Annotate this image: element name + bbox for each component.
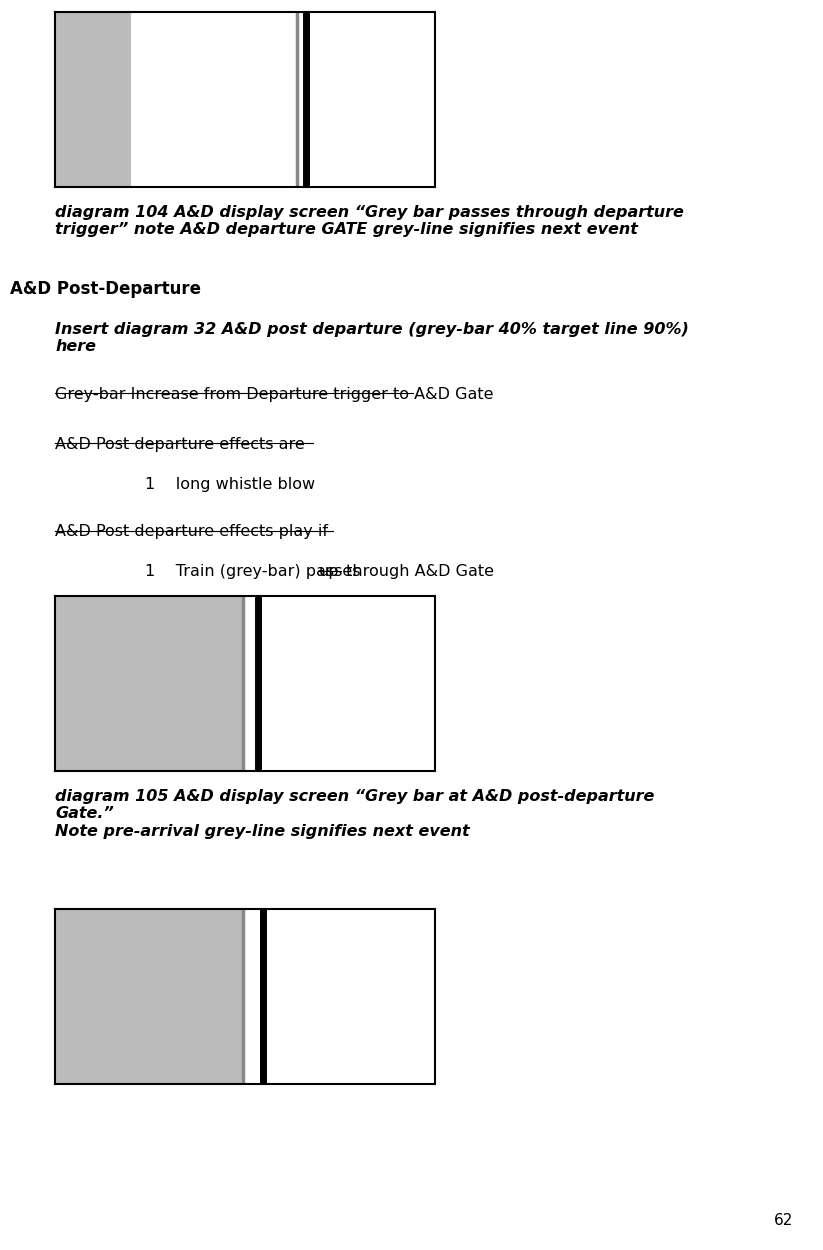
Text: up: up <box>319 564 339 579</box>
Text: through A&D Gate: through A&D Gate <box>341 564 494 579</box>
Text: diagram 105 A&D display screen “Grey bar at A&D post-departure
Gate.”
Note pre-a: diagram 105 A&D display screen “Grey bar… <box>55 789 654 839</box>
Text: A&D Post departure effects play if: A&D Post departure effects play if <box>55 524 328 539</box>
Text: Insert diagram 32 A&D post departure (grey-bar 40% target line 90%)
here: Insert diagram 32 A&D post departure (gr… <box>55 322 689 355</box>
Text: 1    long whistle blow: 1 long whistle blow <box>145 478 315 492</box>
Text: 1    Train (grey-bar) passes: 1 Train (grey-bar) passes <box>145 564 365 579</box>
Text: Grey-bar Increase from Departure trigger to A&D Gate: Grey-bar Increase from Departure trigger… <box>55 388 494 402</box>
Bar <box>55 12 131 187</box>
Text: 62: 62 <box>774 1212 793 1228</box>
Text: A&D Post-Departure: A&D Post-Departure <box>10 280 201 298</box>
Text: A&D Post departure effects are: A&D Post departure effects are <box>55 438 305 452</box>
Text: diagram 104 A&D display screen “Grey bar passes through departure
trigger” note : diagram 104 A&D display screen “Grey bar… <box>55 205 684 238</box>
Bar <box>55 909 243 1084</box>
Bar <box>55 596 243 771</box>
